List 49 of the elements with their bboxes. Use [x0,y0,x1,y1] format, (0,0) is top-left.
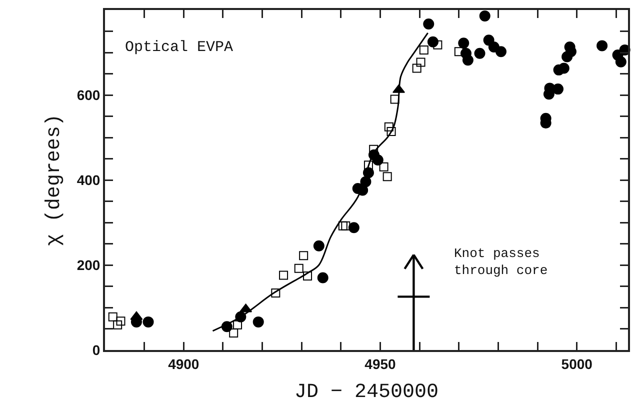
point [384,122,394,132]
y-axis-title: χ (degrees) [42,114,66,246]
point [113,320,122,330]
y-tick-label: 200 [76,256,100,273]
point [364,160,373,170]
x-tick-label: 4950 [364,356,396,372]
ref-line-label: Knot passes through core [454,246,548,278]
point [615,56,626,68]
x-tick-label: 5000 [561,356,593,372]
point [313,240,324,252]
y-tick-label: 400 [76,172,100,188]
point [495,46,506,58]
point [379,162,388,172]
point [348,222,360,234]
point [341,221,350,230]
point [386,127,396,136]
point [142,316,154,328]
point [433,40,442,50]
y-tick-label: 600 [76,86,100,103]
point [382,172,392,182]
point [279,270,288,280]
point [474,48,486,59]
point [372,154,384,166]
point [294,264,304,273]
point [423,18,434,30]
point [390,94,400,104]
point [108,312,118,322]
x-axis-title: JD − 2450000 [294,380,439,404]
point [303,272,312,281]
x-tick-label: 4900 [168,356,200,372]
point [271,288,280,298]
y-tick-label: 0 [92,342,100,358]
point [229,328,238,338]
point [233,320,242,330]
annotation: Optical EVPA [125,39,234,56]
point [116,316,126,326]
point [462,54,474,66]
point [419,45,428,54]
point [412,64,422,73]
point [552,84,564,95]
point [596,40,608,52]
point [416,58,426,67]
point [458,38,470,49]
point [299,251,308,260]
point [479,10,490,22]
point [454,47,464,56]
point [317,272,328,284]
point [338,221,348,230]
point [252,316,264,328]
